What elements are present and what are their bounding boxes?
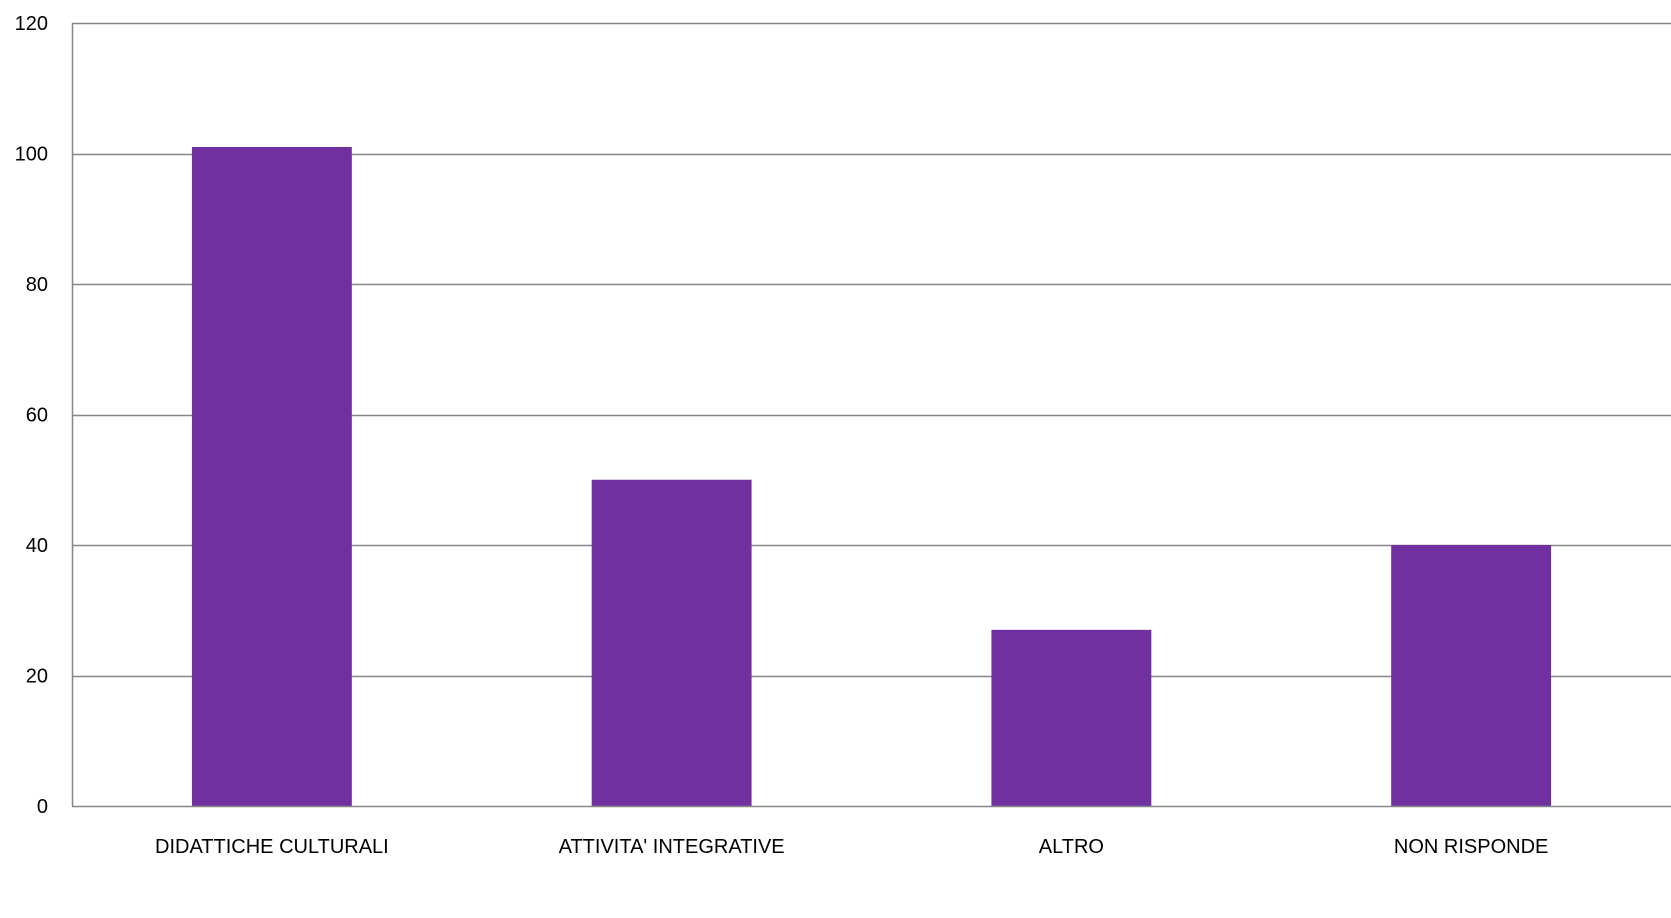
y-tick-labels: 0 20 40 60 80 100 120 (15, 13, 48, 818)
y-tick-label: 40 (26, 535, 48, 557)
x-tick-labels: DIDATTICHE CULTURALI ATTIVITA' INTEGRATIV… (155, 836, 1548, 858)
bar-1 (591, 479, 752, 806)
bar-0 (191, 146, 352, 807)
axes (71, 23, 1671, 808)
y-tick-label: 60 (26, 405, 48, 427)
bar-2 (991, 629, 1152, 806)
y-tick-label: 0 (37, 796, 48, 818)
x-tick-label: ATTIVITA' INTEGRATIVE (559, 836, 785, 858)
x-tick-label: DIDATTICHE CULTURALI (155, 836, 389, 858)
bars (191, 146, 1552, 807)
x-tick-label: ALTRO (1039, 836, 1104, 858)
y-tick-label: 120 (15, 13, 48, 35)
y-tick-label: 20 (26, 666, 48, 688)
x-tick-label: NON RISPONDE (1394, 836, 1548, 858)
bar-3 (1391, 545, 1552, 806)
y-tick-label: 80 (26, 274, 48, 296)
y-tick-label: 100 (15, 144, 48, 166)
